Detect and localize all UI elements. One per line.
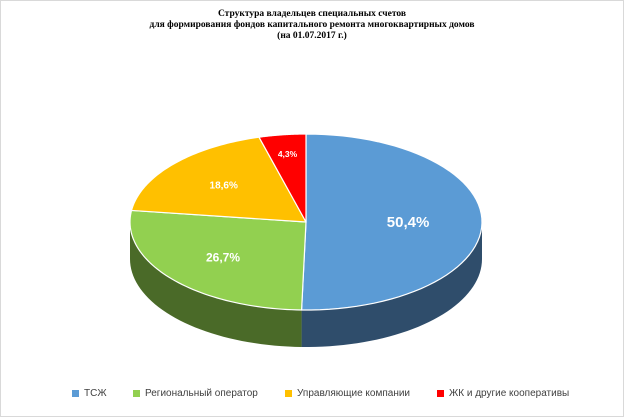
pie-side-regional-operator bbox=[130, 222, 302, 347]
legend-item-management-companies: Управляющие компании bbox=[285, 388, 410, 399]
pie-sides bbox=[130, 222, 482, 347]
legend-item-regional-operator: Региональный оператор bbox=[133, 388, 258, 399]
legend: ТСЖ Региональный оператор Управляющие ко… bbox=[0, 388, 624, 402]
chart-subtitle: для формирования фондов капитального рем… bbox=[149, 20, 475, 30]
pie-side-tszh bbox=[301, 222, 482, 347]
legend-label: ЖК и другие кооперативы bbox=[449, 388, 570, 399]
legend-label: Управляющие компании bbox=[297, 388, 411, 399]
legend-label: Региональный оператор bbox=[145, 388, 258, 399]
legend-swatch bbox=[285, 390, 292, 397]
pie-slice-regional-operator bbox=[129, 209, 307, 311]
data-label-cooperatives: 4,3% bbox=[278, 149, 298, 159]
pie-slice-cooperatives bbox=[258, 133, 307, 223]
legend-swatch bbox=[133, 390, 140, 397]
chart-title-block: Структура владельцев специальных счетов … bbox=[0, 9, 624, 42]
legend-label: ТСЖ bbox=[84, 388, 107, 399]
data-label-management-companies: 18,6% bbox=[210, 181, 238, 192]
chart-title: Структура владельцев специальных счетов bbox=[217, 9, 407, 19]
chart-date: (на 01.07.2017 г.) bbox=[277, 31, 347, 41]
legend-item-cooperatives: ЖК и другие кооперативы bbox=[437, 388, 569, 399]
data-label-regional-operator: 26,7% bbox=[206, 250, 240, 264]
pie-slice-tszh bbox=[300, 133, 483, 311]
pie-slices bbox=[129, 133, 483, 311]
pie-slice-management-companies bbox=[130, 136, 307, 223]
legend-swatch bbox=[72, 390, 79, 397]
legend-item-tszh: ТСЖ bbox=[72, 388, 107, 399]
pie-labels: 50,4% 26,7% 18,6% 4,3% bbox=[206, 149, 429, 264]
data-label-tszh: 50,4% bbox=[387, 214, 430, 231]
legend-swatch bbox=[437, 390, 444, 397]
